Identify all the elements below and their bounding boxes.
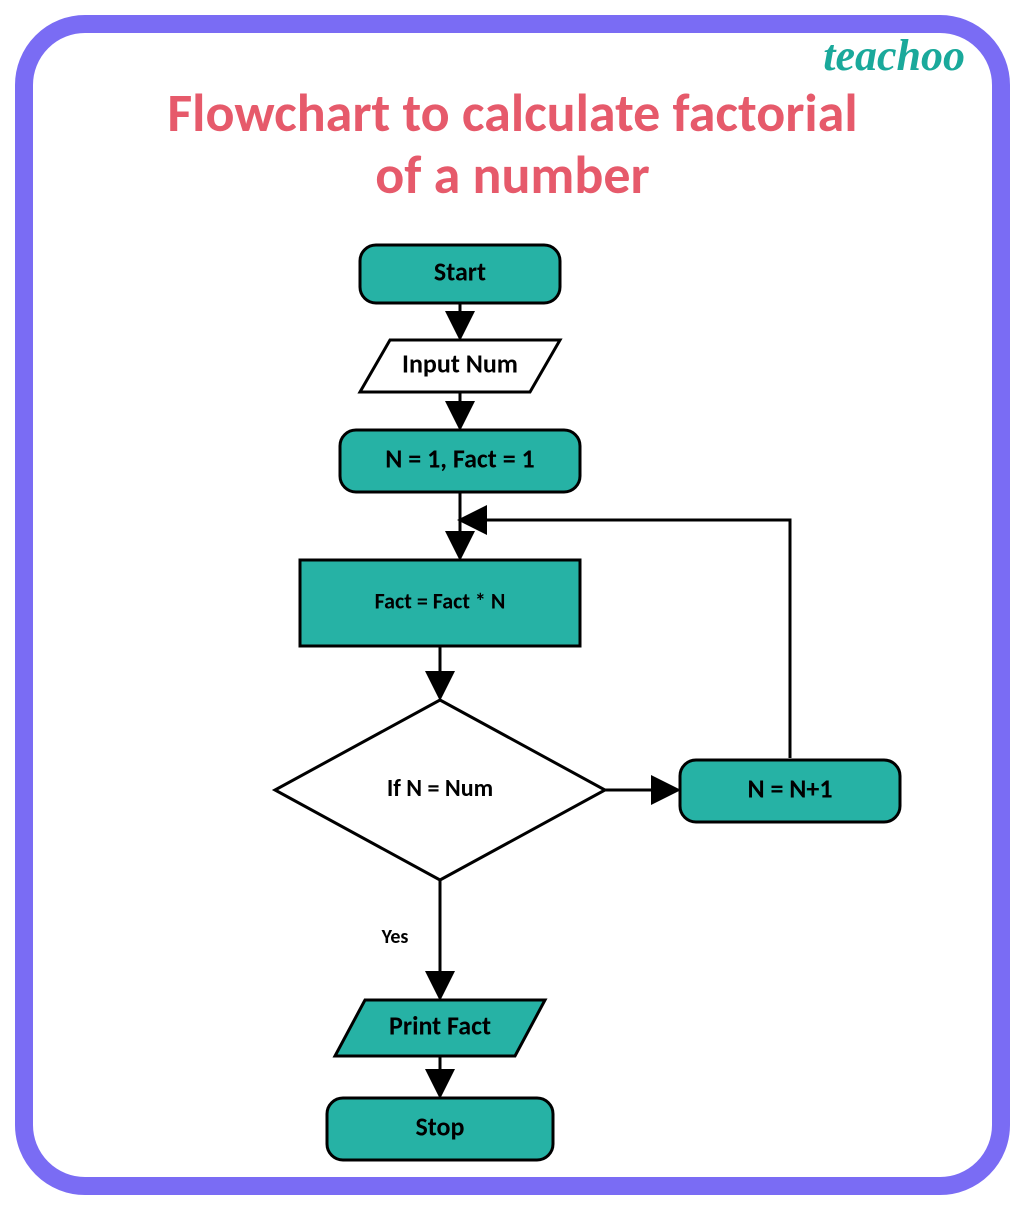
node-label-print: Print Fact bbox=[389, 1009, 491, 1041]
flowchart-svg: Start Input Num N = 1, Fact = 1 Fact = Fact… bbox=[0, 0, 1025, 1210]
node-init: N = 1, Fact = 1 bbox=[340, 430, 580, 492]
node-label-dec: If N = Num bbox=[387, 774, 493, 803]
node-input: Input Num bbox=[360, 340, 560, 392]
edges-layer bbox=[440, 303, 790, 1096]
node-label-stop: Stop bbox=[416, 1110, 465, 1142]
node-label-proc: Fact = Fact * N bbox=[375, 587, 506, 614]
node-label-start: Start bbox=[434, 255, 486, 287]
edge-labels-layer: Yes bbox=[381, 925, 409, 949]
node-dec: If N = Num bbox=[275, 700, 605, 880]
node-label-inc: N = N+1 bbox=[747, 772, 832, 804]
node-stop: Stop bbox=[327, 1098, 553, 1160]
node-label-input: Input Num bbox=[402, 347, 518, 379]
node-proc: Fact = Fact * N bbox=[300, 560, 580, 646]
node-start: Start bbox=[360, 245, 560, 303]
node-print: Print Fact bbox=[335, 1000, 545, 1056]
node-inc: N = N+1 bbox=[680, 760, 900, 822]
edge-label-6: Yes bbox=[381, 925, 409, 949]
canvas-frame: teachoo Flowchart to calculate factorial… bbox=[0, 0, 1025, 1210]
nodes-layer: Start Input Num N = 1, Fact = 1 Fact = Fact… bbox=[275, 245, 900, 1160]
node-label-init: N = 1, Fact = 1 bbox=[385, 442, 534, 474]
